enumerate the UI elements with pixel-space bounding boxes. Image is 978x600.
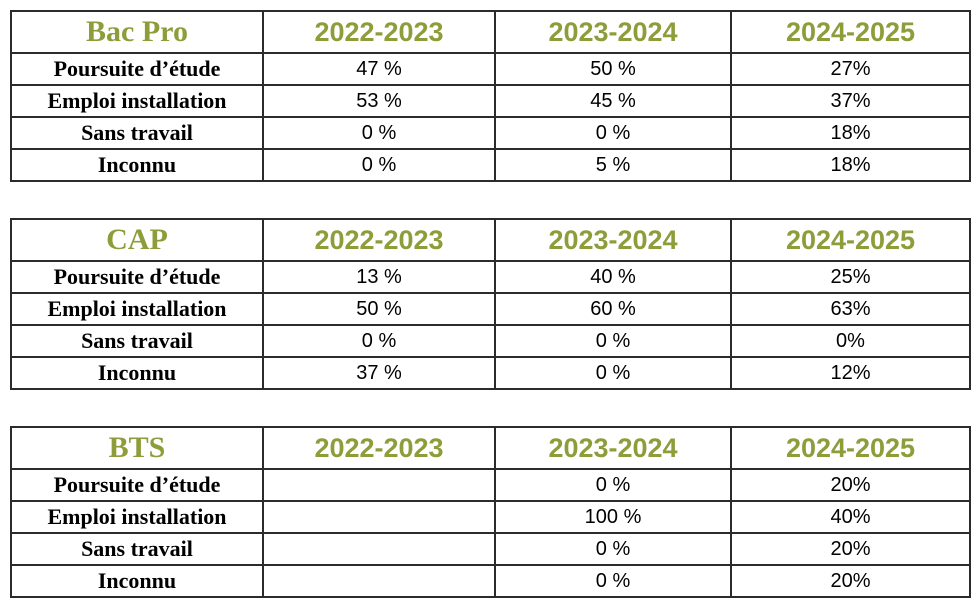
value-cell: 50 % (494, 52, 732, 86)
table-header-row: Bac Pro 2022-2023 2023-2024 2024-2025 (10, 10, 971, 54)
value-cell: 63% (730, 292, 971, 326)
row-label: Poursuite d’étude (10, 260, 264, 294)
year-header: 2022-2023 (262, 218, 496, 262)
value-cell: 0 % (262, 116, 496, 150)
value-cell: 0 % (494, 532, 732, 566)
table-title: BTS (10, 426, 264, 470)
year-header: 2022-2023 (262, 426, 496, 470)
value-cell (262, 468, 496, 502)
value-cell: 27% (730, 52, 971, 86)
table-row: Emploi installation 50 % 60 % 63% (10, 292, 971, 326)
year-header: 2024-2025 (730, 426, 971, 470)
value-cell: 0 % (494, 356, 732, 390)
table-row: Inconnu 0 % 5 % 18% (10, 148, 971, 182)
value-cell: 12% (730, 356, 971, 390)
year-header: 2023-2024 (494, 10, 732, 54)
table-row: Inconnu 0 % 20% (10, 564, 971, 598)
table-cap: CAP 2022-2023 2023-2024 2024-2025 Poursu… (10, 218, 971, 390)
value-cell: 25% (730, 260, 971, 294)
table-row: Inconnu 37 % 0 % 12% (10, 356, 971, 390)
value-cell: 37 % (262, 356, 496, 390)
value-cell: 0% (730, 324, 971, 358)
row-label: Sans travail (10, 116, 264, 150)
value-cell: 18% (730, 148, 971, 182)
row-label: Sans travail (10, 532, 264, 566)
table-row: Sans travail 0 % 0 % 18% (10, 116, 971, 150)
row-label: Inconnu (10, 356, 264, 390)
row-label: Emploi installation (10, 500, 264, 534)
row-label: Emploi installation (10, 292, 264, 326)
row-label: Inconnu (10, 564, 264, 598)
value-cell: 0 % (262, 324, 496, 358)
value-cell: 20% (730, 532, 971, 566)
year-header: 2022-2023 (262, 10, 496, 54)
row-label: Emploi installation (10, 84, 264, 118)
value-cell: 5 % (494, 148, 732, 182)
value-cell (262, 500, 496, 534)
table-row: Emploi installation 100 % 40% (10, 500, 971, 534)
value-cell: 13 % (262, 260, 496, 294)
table-bac-pro: Bac Pro 2022-2023 2023-2024 2024-2025 Po… (10, 10, 971, 182)
value-cell: 18% (730, 116, 971, 150)
value-cell: 50 % (262, 292, 496, 326)
value-cell: 45 % (494, 84, 732, 118)
value-cell: 0 % (494, 564, 732, 598)
row-label: Sans travail (10, 324, 264, 358)
table-header-row: CAP 2022-2023 2023-2024 2024-2025 (10, 218, 971, 262)
year-header: 2023-2024 (494, 426, 732, 470)
value-cell: 53 % (262, 84, 496, 118)
table-row: Poursuite d’étude 13 % 40 % 25% (10, 260, 971, 294)
table-row: Sans travail 0 % 0 % 0% (10, 324, 971, 358)
table-bts: BTS 2022-2023 2023-2024 2024-2025 Poursu… (10, 426, 971, 598)
year-header: 2024-2025 (730, 218, 971, 262)
value-cell: 0 % (262, 148, 496, 182)
table-header-row: BTS 2022-2023 2023-2024 2024-2025 (10, 426, 971, 470)
value-cell: 37% (730, 84, 971, 118)
value-cell: 20% (730, 468, 971, 502)
value-cell: 60 % (494, 292, 732, 326)
row-label: Inconnu (10, 148, 264, 182)
value-cell: 40 % (494, 260, 732, 294)
value-cell: 47 % (262, 52, 496, 86)
year-header: 2023-2024 (494, 218, 732, 262)
table-title: CAP (10, 218, 264, 262)
row-label: Poursuite d’étude (10, 468, 264, 502)
table-row: Sans travail 0 % 20% (10, 532, 971, 566)
table-row: Emploi installation 53 % 45 % 37% (10, 84, 971, 118)
row-label: Poursuite d’étude (10, 52, 264, 86)
value-cell (262, 564, 496, 598)
value-cell: 0 % (494, 116, 732, 150)
table-row: Poursuite d’étude 47 % 50 % 27% (10, 52, 971, 86)
table-title: Bac Pro (10, 10, 264, 54)
value-cell: 0 % (494, 468, 732, 502)
value-cell: 100 % (494, 500, 732, 534)
value-cell: 40% (730, 500, 971, 534)
table-row: Poursuite d’étude 0 % 20% (10, 468, 971, 502)
value-cell: 20% (730, 564, 971, 598)
year-header: 2024-2025 (730, 10, 971, 54)
value-cell (262, 532, 496, 566)
value-cell: 0 % (494, 324, 732, 358)
